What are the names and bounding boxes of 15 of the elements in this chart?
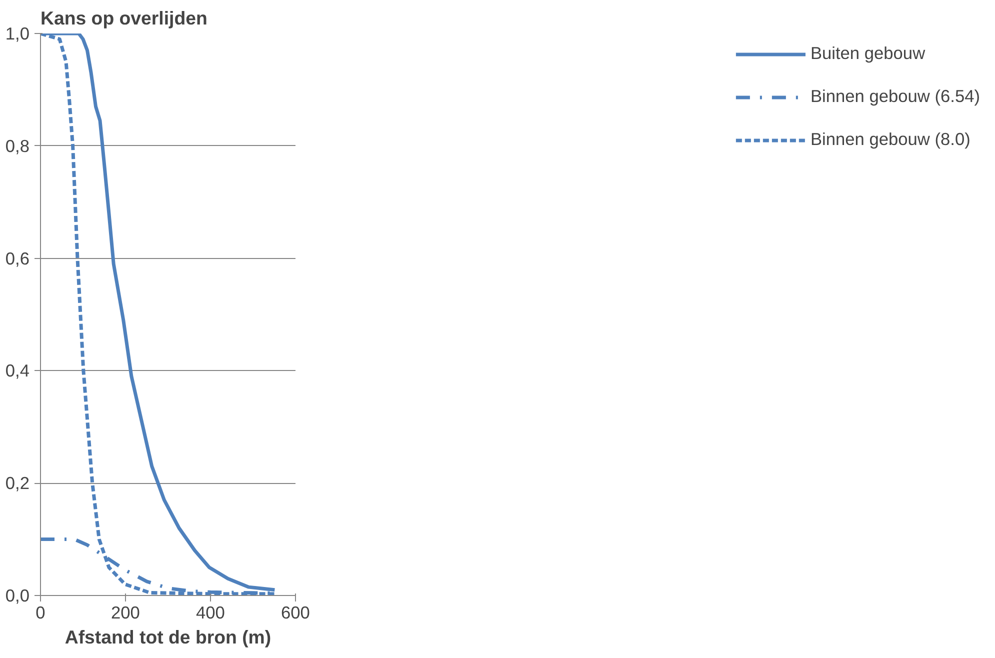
chart-title: Kans op overlijden [40, 8, 208, 28]
y-tick-label: 0,4 [5, 360, 30, 381]
y-tick-label: 1,0 [5, 24, 30, 44]
y-tick-label: 0,8 [5, 136, 30, 156]
legend-label: Buiten gebouw [810, 43, 926, 64]
legend-label: Binnen gebouw (8.0) [810, 129, 970, 150]
x-axis-title: Afstand tot de bron (m) [64, 626, 272, 648]
x-tick-label: 600 [281, 602, 310, 622]
y-tick-label: 0,6 [5, 248, 30, 268]
y-tick-label: 0,0 [5, 586, 30, 606]
y-tick-label: 0,2 [5, 473, 30, 494]
x-tick-label: 0 [36, 602, 46, 622]
x-tick-label: 400 [196, 602, 225, 622]
x-tick-label: 200 [111, 602, 140, 622]
legend-label: Binnen gebouw (6.54) [810, 86, 980, 107]
